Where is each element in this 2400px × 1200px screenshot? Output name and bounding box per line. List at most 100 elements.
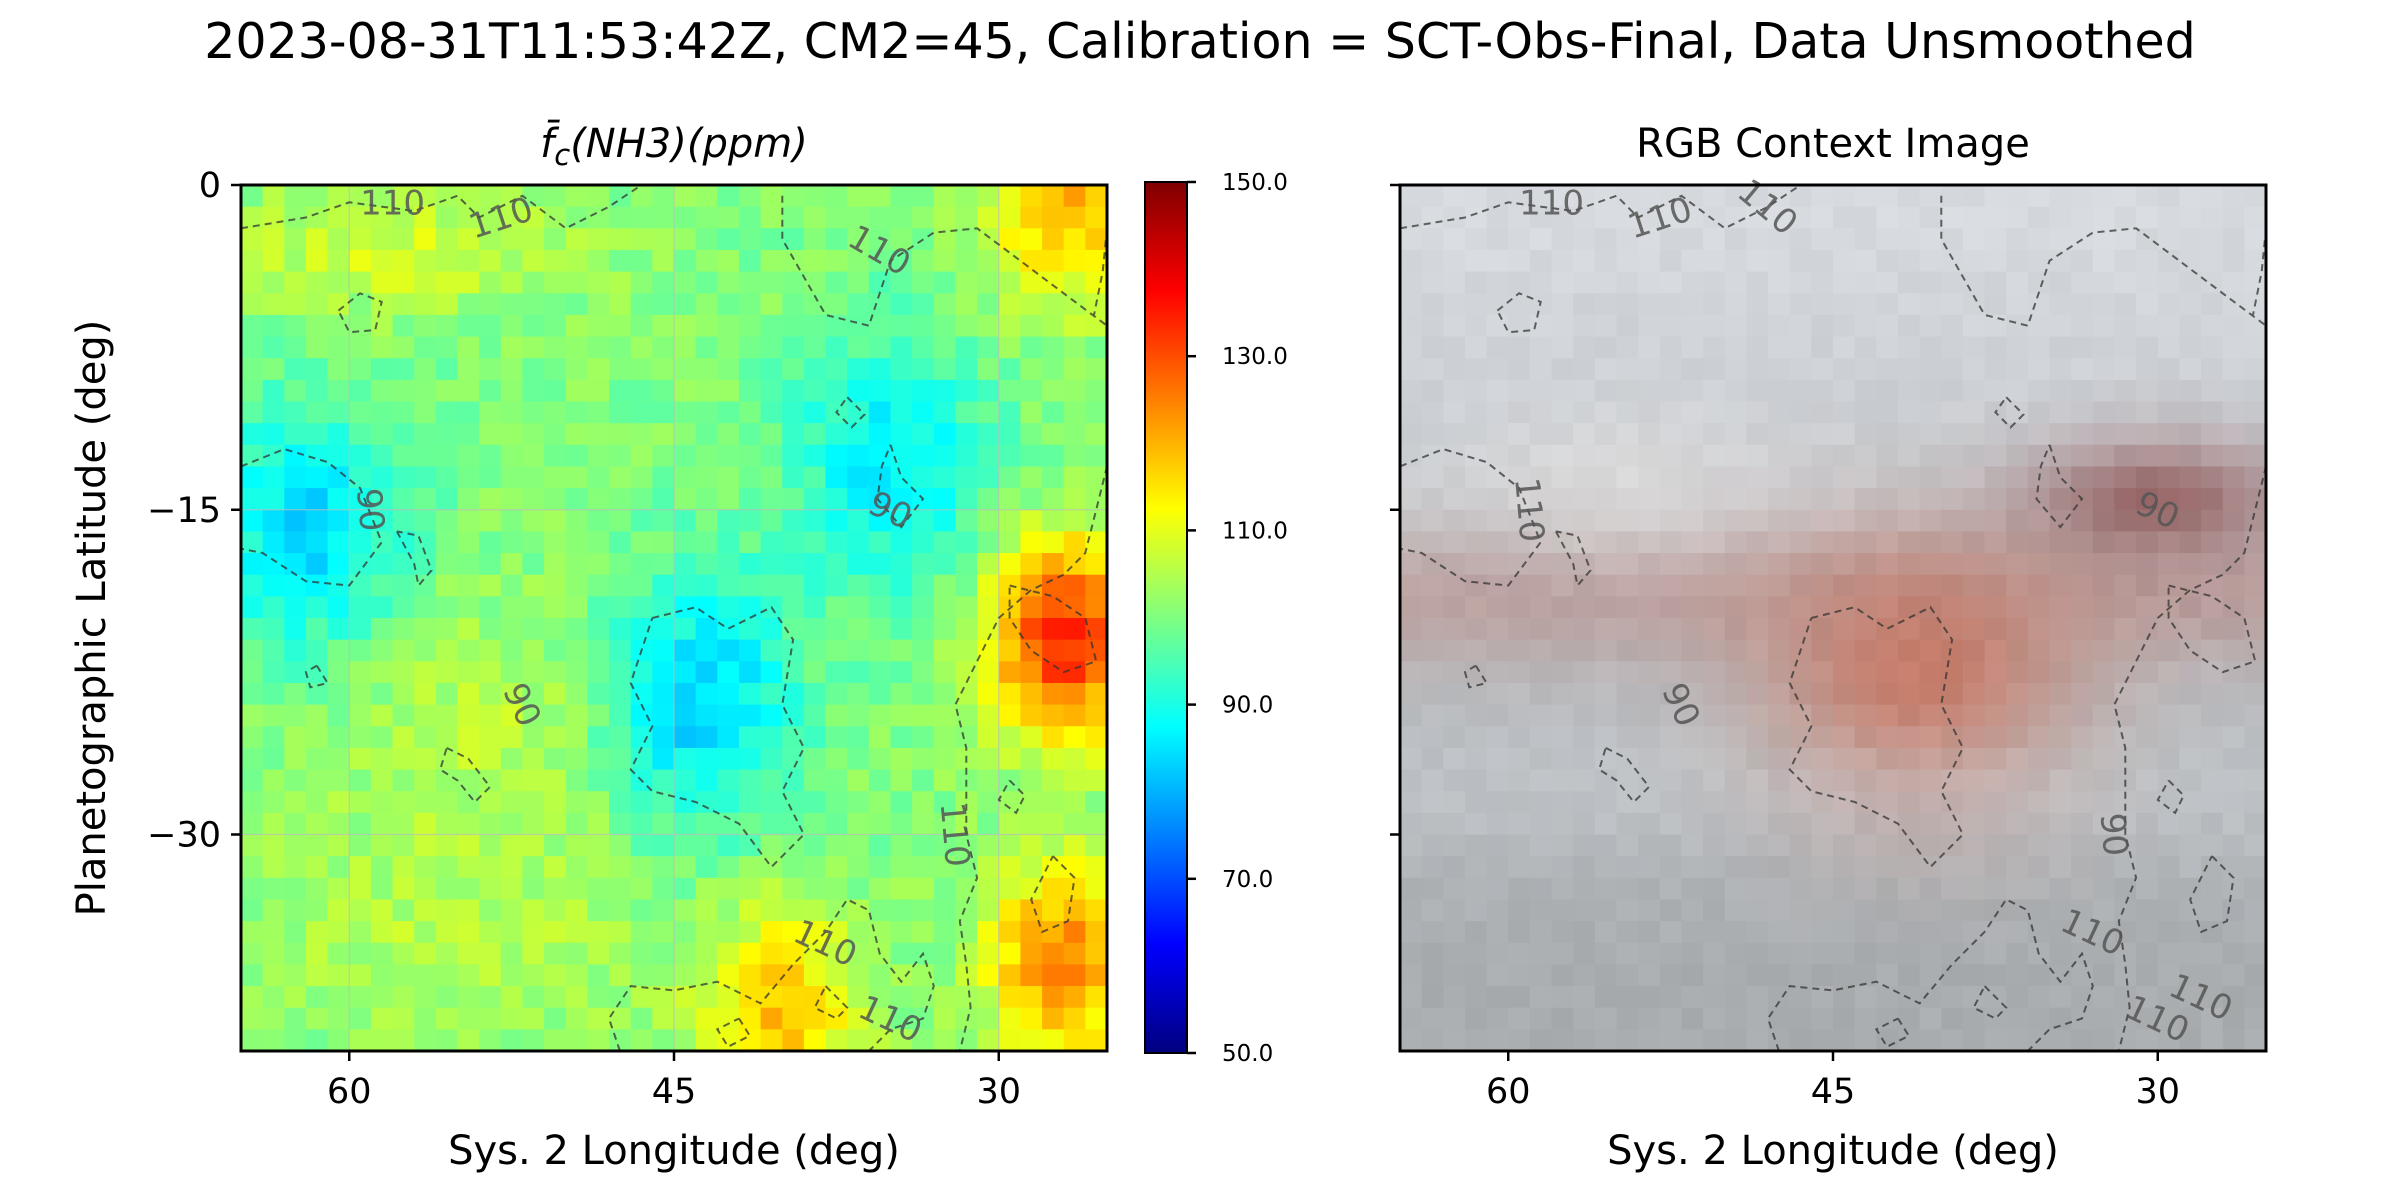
heatmap-cell: [630, 314, 653, 338]
context-pixel: [1529, 1007, 1553, 1030]
heatmap-cell: [977, 877, 1000, 901]
heatmap-cell: [1063, 553, 1086, 576]
context-pixel: [2136, 271, 2159, 294]
context-pixel: [1529, 964, 1553, 987]
context-pixel: [1984, 336, 2007, 359]
context-pixel: [1854, 185, 1877, 208]
context-pixel: [1962, 466, 1986, 489]
context-pixel: [1421, 574, 1444, 597]
heatmap-cell: [414, 531, 437, 554]
heatmap-cell: [609, 596, 632, 619]
heatmap-cell: [544, 531, 567, 554]
heatmap-cell: [760, 401, 783, 424]
context-pixel: [1919, 185, 1942, 208]
heatmap-cell: [1020, 921, 1043, 944]
context-pixel: [2222, 379, 2245, 403]
context-pixel: [1876, 942, 1899, 965]
contour-lines: [1400, 185, 2266, 1051]
heatmap-cell: [630, 812, 653, 836]
heatmap-cell: [1042, 488, 1065, 511]
heatmap-cell: [241, 206, 264, 229]
context-pixel: [1941, 747, 1964, 771]
heatmap-cell: [565, 661, 588, 684]
heatmap-cell: [1020, 293, 1043, 316]
heatmap-cell: [587, 1007, 610, 1030]
heatmap-cell: [479, 423, 502, 446]
heatmap-cell: [1085, 834, 1107, 857]
heatmap-cell: [1063, 834, 1086, 857]
context-pixel: [1443, 899, 1466, 922]
heatmap-cell: [500, 596, 524, 619]
heatmap-cell: [1042, 639, 1065, 662]
context-pixel: [1616, 899, 1639, 922]
heatmap-cell: [933, 726, 957, 749]
heatmap-cell: [609, 942, 632, 965]
context-pixel: [2244, 986, 2266, 1009]
context-pixel: [1443, 401, 1466, 424]
context-pixel: [1486, 336, 1509, 359]
heatmap-cell: [1085, 271, 1107, 294]
heatmap-cell: [955, 596, 978, 619]
heatmap-cell: [587, 877, 610, 901]
heatmap-cell: [609, 314, 632, 338]
context-pixel: [2027, 682, 2051, 706]
heatmap-cell: [565, 704, 588, 727]
context-pixel: [2136, 249, 2159, 273]
heatmap-cell: [717, 639, 740, 662]
contour-line: [2189, 855, 2235, 934]
heatmap-cell: [630, 379, 653, 403]
heatmap-cell: [1085, 682, 1107, 706]
context-pixel: [1833, 249, 1856, 273]
heatmap-cell: [241, 574, 264, 597]
heatmap-cell: [479, 444, 502, 468]
heatmap-cell: [998, 423, 1021, 446]
heatmap-cell: [760, 228, 783, 251]
context-pixel: [2179, 228, 2202, 251]
context-pixel: [1573, 769, 1596, 792]
heatmap-cell: [933, 423, 957, 446]
context-pixel: [2157, 856, 2180, 879]
heatmap-cell: [349, 834, 372, 857]
heatmap-cell: [825, 726, 848, 749]
heatmap-cell: [370, 488, 394, 511]
heatmap-cell: [912, 401, 935, 424]
heatmap-cell: [803, 747, 827, 771]
context-pixel: [1443, 986, 1466, 1009]
heatmap-cell: [544, 682, 567, 706]
heatmap-cell: [760, 704, 783, 727]
context-pixel: [1984, 964, 2007, 987]
heatmap-cell: [912, 185, 935, 208]
heatmap-cell: [998, 466, 1021, 489]
context-pixel: [1941, 509, 1964, 532]
context-pixel: [1529, 986, 1553, 1009]
heatmap-cell: [500, 726, 524, 749]
context-pixel: [2006, 206, 2029, 229]
context-pixel: [2244, 682, 2266, 706]
context-pixel: [1400, 271, 1423, 294]
context-pixel: [2179, 531, 2202, 554]
context-pixel: [1746, 206, 1769, 229]
context-pixel: [2179, 856, 2202, 879]
heatmap-cell: [760, 444, 783, 468]
heatmap-cell: [414, 293, 437, 316]
context-pixel: [1811, 812, 1834, 836]
context-pixel: [1443, 877, 1466, 901]
context-pixel: [1789, 401, 1812, 424]
heatmap-cell: [457, 1029, 480, 1051]
heatmap-cell: [241, 1029, 264, 1051]
rgb-context-image: [1400, 185, 2266, 1051]
heatmap-cell: [587, 293, 610, 316]
context-pixel: [1594, 1029, 1618, 1051]
heatmap-cell: [782, 986, 805, 1009]
heatmap-cell: [760, 358, 783, 381]
context-pixel: [1594, 942, 1618, 965]
context-pixel: [1638, 574, 1661, 597]
heatmap-cell: [435, 509, 459, 532]
contour-label: 110: [1506, 476, 1552, 544]
heatmap-cell: [284, 986, 307, 1009]
context-pixel: [1421, 639, 1444, 662]
contour-line: [781, 195, 1107, 327]
heatmap-cell: [349, 769, 372, 792]
heatmap-cell: [1085, 228, 1107, 251]
context-pixel: [1768, 531, 1791, 554]
